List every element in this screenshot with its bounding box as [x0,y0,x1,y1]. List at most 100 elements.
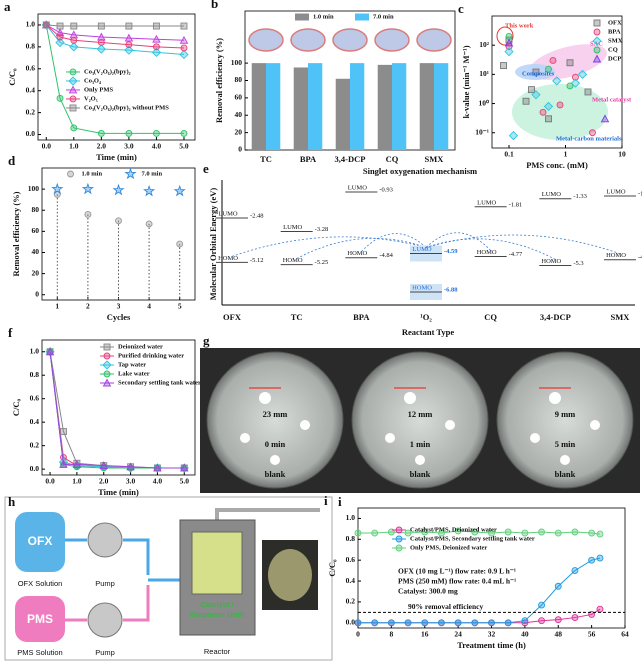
level-value: -5.3 [573,260,583,267]
bar [392,63,407,150]
legend-label: OFX [608,19,622,26]
level-name: HOMO [347,250,367,257]
transfer-arc [425,238,556,260]
marker [152,129,160,137]
disc [300,420,310,430]
disc [259,392,271,404]
reactor-label: Reactor [204,647,231,656]
marker [588,610,596,618]
y-axis-title: Molecular Orbital Energy (eV) [208,188,218,301]
marker [69,30,79,39]
annotation: Metal catalyst [592,96,632,103]
y-tick-label: 1.0 [30,346,40,355]
tank-caption: PMS Solution [17,648,62,657]
x-tick-label: 4.0 [153,477,163,486]
catalyst-label: Graphene cloth [189,610,244,619]
marker [566,82,574,90]
disc [560,455,570,465]
marker [570,78,581,88]
legend-label: BPA [608,28,621,35]
panel-label: b [211,0,218,11]
category-label: CQ [484,312,497,322]
marker [60,428,67,436]
category-label: SMX [611,312,631,322]
marker [572,73,579,81]
y-tick-label: 0.6 [26,64,36,73]
level-value: -2.48 [250,213,264,220]
marker [404,529,412,537]
x-tick-label: 8 [390,630,394,639]
legend-label: Purified drinking water [118,352,184,359]
marker [549,56,557,64]
petri-dish [351,351,489,489]
diagram-title: Singlet oxygenation mechanism [363,166,477,176]
level-value: -4.96 [638,254,642,261]
level-name: HOMO [477,249,497,256]
marker [56,33,64,41]
marker [588,556,596,564]
marker [538,601,546,609]
category-label: 3,4-DCP [540,312,571,322]
legend-label: CQ [608,46,618,53]
x-tick-label: CQ [386,154,399,164]
x-tick-label: 1 [564,150,568,159]
marker [152,34,161,43]
marker [571,528,579,536]
disc [240,433,250,443]
legend-label: 7.0 min [373,13,394,20]
x-tick-label: SMX [425,154,445,164]
marker [505,43,513,50]
marker [566,59,574,67]
panel-label: a [4,0,11,14]
marker [532,68,540,76]
marker [125,129,133,137]
marker [421,619,429,627]
x-tick-label: 32 [488,630,496,639]
marker [437,529,445,537]
pump [87,522,123,558]
blank-label: blank [410,469,431,479]
x-tick-label: 5.0 [179,142,189,151]
y-tick-label: 0.4 [346,576,356,585]
legend-label: Only PMS [84,86,113,93]
disc [590,420,600,430]
pipe [65,538,180,622]
level-name: LUMO [412,246,431,253]
y-tick-label: 20 [235,127,243,136]
disc [385,433,395,443]
marker [387,619,395,627]
time-label: 5 min [555,439,576,449]
plot-frame [41,339,196,476]
marker [552,76,562,86]
photo-sample [268,549,312,601]
series-line [49,351,185,469]
marker [500,62,507,70]
panel-label: f [8,325,13,340]
marker [504,528,512,536]
level-value: -1.81 [509,201,523,208]
legend-label: Catalyst/PMS, Secondary settling tank wa… [410,535,535,542]
marker [421,528,429,536]
x-tick-label: 10 [618,150,626,159]
zone-size: 12 mm [408,409,433,419]
bar [419,63,434,150]
legend-label: Co₃(V₂O₆)₂(bpy)₂ without PMS [84,104,169,111]
legend-label: 7.0 min [142,170,163,177]
marker [115,217,122,225]
y-tick-label: 80 [235,75,243,84]
x-tick-label: 64 [621,630,629,639]
x-tick-label: 1 [55,302,59,311]
y-tick-label: 40 [235,110,243,119]
pipe [215,508,320,520]
x-tick-label: 40 [521,630,529,639]
pipe [65,585,150,622]
marker [69,68,77,76]
panel-label: c [458,1,464,16]
legend-label: DCP [608,55,621,62]
level-name: LUMO [477,199,496,206]
y-tick-label: 0.2 [26,107,36,116]
marker [577,69,588,80]
level-name: LUMO [218,211,237,218]
marker [554,529,562,537]
